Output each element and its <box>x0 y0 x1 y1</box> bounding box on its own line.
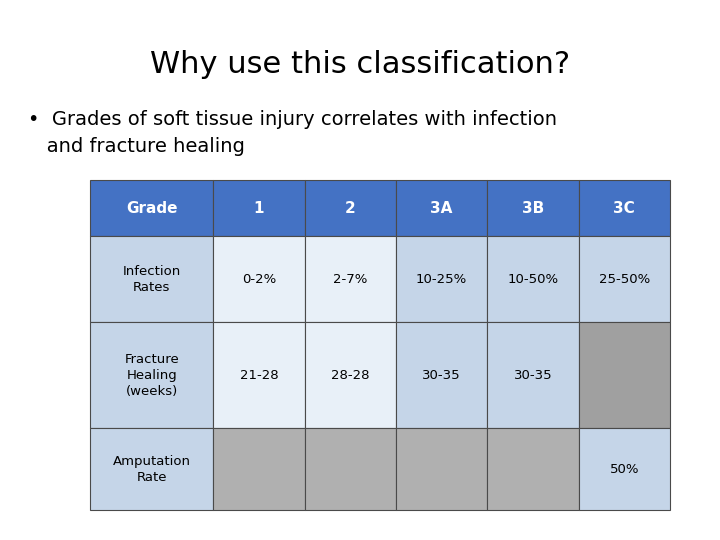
FancyBboxPatch shape <box>90 180 213 237</box>
Text: 2-7%: 2-7% <box>333 273 367 286</box>
Text: 25-50%: 25-50% <box>599 273 650 286</box>
FancyBboxPatch shape <box>213 322 305 428</box>
FancyBboxPatch shape <box>90 428 213 510</box>
FancyBboxPatch shape <box>305 237 396 322</box>
Text: 30-35: 30-35 <box>423 369 461 382</box>
FancyBboxPatch shape <box>213 237 305 322</box>
Text: Grade: Grade <box>126 201 177 216</box>
FancyBboxPatch shape <box>579 428 670 510</box>
FancyBboxPatch shape <box>579 237 670 322</box>
FancyBboxPatch shape <box>213 428 305 510</box>
FancyBboxPatch shape <box>396 180 487 237</box>
FancyBboxPatch shape <box>213 180 305 237</box>
Text: 3A: 3A <box>431 201 453 216</box>
Text: Why use this classification?: Why use this classification? <box>150 50 570 79</box>
FancyBboxPatch shape <box>305 322 396 428</box>
FancyBboxPatch shape <box>396 428 487 510</box>
FancyBboxPatch shape <box>487 322 579 428</box>
Text: 10-25%: 10-25% <box>416 273 467 286</box>
FancyBboxPatch shape <box>396 237 487 322</box>
FancyBboxPatch shape <box>90 322 213 428</box>
FancyBboxPatch shape <box>305 180 396 237</box>
FancyBboxPatch shape <box>579 180 670 237</box>
Text: Infection
Rates: Infection Rates <box>122 265 181 294</box>
Text: Amputation
Rate: Amputation Rate <box>112 455 191 484</box>
Text: 2: 2 <box>345 201 356 216</box>
Text: 21-28: 21-28 <box>240 369 279 382</box>
FancyBboxPatch shape <box>305 428 396 510</box>
Text: 50%: 50% <box>610 463 639 476</box>
Text: 1: 1 <box>253 201 264 216</box>
Text: 3C: 3C <box>613 201 635 216</box>
FancyBboxPatch shape <box>487 428 579 510</box>
FancyBboxPatch shape <box>90 237 213 322</box>
Text: 28-28: 28-28 <box>331 369 369 382</box>
Text: 3B: 3B <box>522 201 544 216</box>
Text: •  Grades of soft tissue injury correlates with infection
   and fracture healin: • Grades of soft tissue injury correlate… <box>28 110 557 156</box>
Text: Fracture
Healing
(weeks): Fracture Healing (weeks) <box>125 353 179 397</box>
Text: 10-50%: 10-50% <box>508 273 559 286</box>
Text: 30-35: 30-35 <box>513 369 552 382</box>
FancyBboxPatch shape <box>396 322 487 428</box>
FancyBboxPatch shape <box>487 180 579 237</box>
Text: 0-2%: 0-2% <box>242 273 276 286</box>
FancyBboxPatch shape <box>487 237 579 322</box>
FancyBboxPatch shape <box>579 322 670 428</box>
